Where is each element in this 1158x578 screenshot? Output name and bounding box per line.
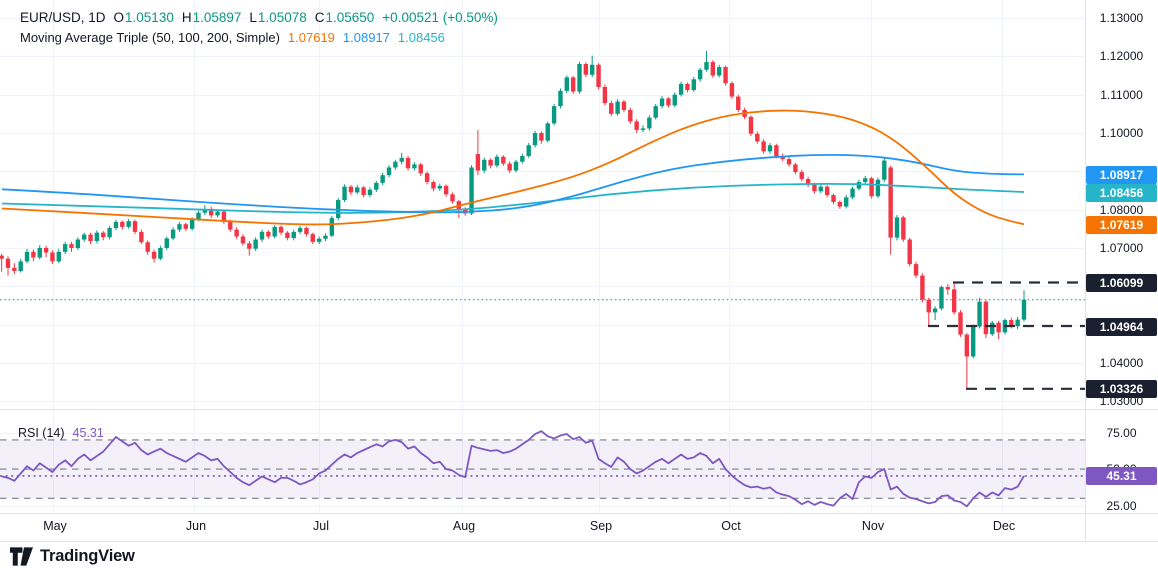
ma200-value: 1.08456 bbox=[397, 29, 445, 45]
pane-separator[interactable] bbox=[0, 409, 1158, 410]
indicator-title[interactable]: Moving Average Triple (50, 100, 200, Sim… bbox=[20, 29, 280, 45]
month-label: Nov bbox=[861, 519, 885, 533]
ohlc-low: L 1.05078 bbox=[249, 10, 306, 25]
price-axis[interactable]: 1.13000 1.12000 1.11000 1.10000 1.08000 1.070… bbox=[1085, 0, 1158, 541]
tradingview-logo-text: TradingView bbox=[40, 547, 135, 565]
symbol-title[interactable]: EUR/USD, 1D bbox=[20, 9, 106, 25]
price-axis-label: 1.11000 bbox=[1100, 87, 1143, 102]
rsi-status-line: RSI (14) 45.31 bbox=[18, 426, 104, 440]
price-badge-level-mid: 1.04964 bbox=[1086, 317, 1157, 336]
price-axis-label: 1.07000 bbox=[1099, 240, 1144, 255]
price-axis-label: 1.12000 bbox=[1099, 49, 1144, 64]
symbol-status-line: EUR/USD, 1D O 1.05130 H 1.05897 L 1.05078 C… bbox=[20, 7, 498, 27]
rsi-value-badge: 45.31 bbox=[1086, 467, 1157, 486]
month-label: Sep bbox=[589, 519, 613, 533]
open-value: 1.05130 bbox=[125, 9, 174, 25]
ohlc-close: C 1.05650 bbox=[315, 10, 375, 25]
tradingview-logo-icon bbox=[10, 547, 33, 566]
low-value: 1.05078 bbox=[257, 9, 307, 25]
month-label: Jul bbox=[313, 519, 329, 533]
time-axis[interactable]: May Jun Jul Aug Sep Oct Nov Dec bbox=[0, 513, 1085, 541]
price-axis-label: 1.10000 bbox=[1099, 125, 1144, 140]
tradingview-logo[interactable]: TradingView bbox=[10, 547, 135, 566]
month-label: Jun bbox=[185, 519, 207, 533]
price-axis-separator bbox=[1085, 0, 1086, 541]
close-value: 1.05650 bbox=[325, 9, 375, 25]
month-label: Oct bbox=[721, 519, 741, 533]
high-label: H bbox=[181, 9, 192, 25]
price-axis-label: 1.08000 bbox=[1099, 202, 1144, 217]
rsi-current-value: 45.31 bbox=[72, 426, 104, 440]
ohlc-high: H 1.05897 bbox=[182, 10, 242, 25]
change-value: +0.00521 (+0.50%) bbox=[382, 9, 498, 25]
price-badge-ma100: 1.08917 bbox=[1086, 166, 1157, 184]
rsi-axis-label: 75.00 bbox=[1106, 425, 1137, 440]
high-value: 1.05897 bbox=[192, 9, 242, 25]
price-badge-level-low: 1.03326 bbox=[1086, 380, 1157, 399]
price-badge-level-high: 1.06099 bbox=[1086, 274, 1157, 292]
price-axis-label: 1.04000 bbox=[1099, 355, 1144, 370]
ma100-value: 1.08917 bbox=[342, 29, 390, 45]
ohlc-open: O 1.05130 bbox=[114, 10, 174, 25]
month-label: Aug bbox=[452, 519, 476, 533]
widget-bottom-separator bbox=[0, 541, 1158, 542]
open-label: O bbox=[113, 9, 125, 25]
price-badge-ma200: 1.08456 bbox=[1086, 183, 1157, 202]
close-label: C bbox=[314, 9, 325, 25]
rsi-axis-label: 25.00 bbox=[1106, 498, 1137, 513]
rsi-indicator-title[interactable]: RSI (14) bbox=[18, 426, 65, 440]
low-label: L bbox=[249, 9, 257, 25]
time-axis-separator bbox=[0, 513, 1158, 514]
price-badge-ma50: 1.07619 bbox=[1086, 215, 1157, 234]
legend: EUR/USD, 1D O 1.05130 H 1.05897 L 1.05078 C… bbox=[20, 7, 498, 47]
price-axis-label: 1.13000 bbox=[1099, 11, 1144, 25]
month-label: May bbox=[43, 519, 67, 533]
ma50-value: 1.07619 bbox=[287, 29, 335, 45]
chart-canvas[interactable] bbox=[0, 0, 1085, 513]
month-label: Dec bbox=[992, 519, 1016, 533]
indicator-status-line: Moving Average Triple (50, 100, 200, Sim… bbox=[20, 27, 498, 47]
